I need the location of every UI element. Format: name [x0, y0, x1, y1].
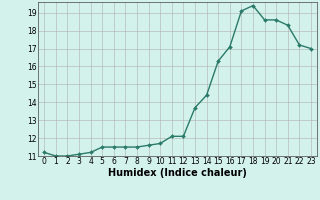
X-axis label: Humidex (Indice chaleur): Humidex (Indice chaleur)	[108, 168, 247, 178]
